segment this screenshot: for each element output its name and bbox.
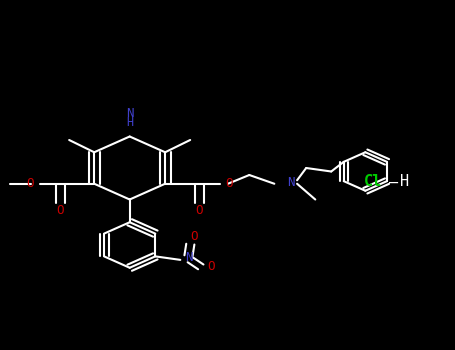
Text: H: H: [126, 116, 133, 129]
Text: N: N: [126, 107, 133, 120]
Text: N: N: [288, 175, 295, 189]
Text: –: –: [389, 175, 398, 189]
Text: O: O: [190, 230, 198, 243]
Text: O: O: [225, 177, 233, 190]
Text: H: H: [400, 175, 410, 189]
Text: O: O: [26, 177, 33, 190]
Text: Cl: Cl: [364, 175, 382, 189]
Text: O: O: [56, 204, 64, 217]
Text: N: N: [185, 251, 192, 264]
Text: O: O: [196, 204, 203, 217]
Text: O: O: [207, 260, 215, 273]
